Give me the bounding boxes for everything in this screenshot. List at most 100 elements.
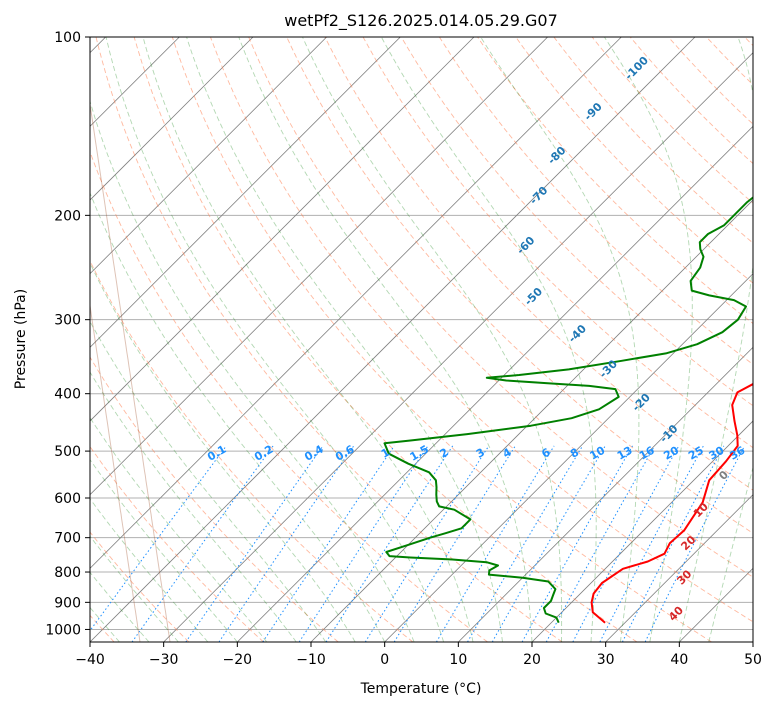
isotherm-30: [605, 494, 753, 642]
y-tick-label: 500: [54, 444, 81, 460]
isotherm--60: [90, 37, 548, 496]
mixing-ratio-line: [621, 445, 725, 642]
moist-adiabat-label: -20: [630, 391, 653, 414]
x-tick-label: −20: [223, 652, 253, 668]
dry-adiabat-50: [210, 37, 753, 623]
mixing-ratio-line: [364, 445, 490, 642]
isotherm--90: [90, 37, 327, 275]
dry-adiabat-100: [400, 37, 753, 407]
moist-adiabat-16: [186, 37, 503, 642]
dry-adiabat--30: [90, 531, 190, 642]
dry-adiabat-120: [477, 37, 753, 325]
mixing-ratio-label: 10: [587, 444, 607, 463]
moist-adiabat-label: -60: [514, 234, 537, 257]
moist-adiabat-0: [90, 191, 386, 642]
x-tick-label: 50: [744, 652, 762, 668]
moist-adiabat--16: [90, 416, 268, 642]
y-tick-label: 600: [54, 491, 81, 507]
mixing-ratio-label: 1.5: [408, 443, 431, 464]
mixing-ratio-line: [185, 445, 324, 642]
moist-adiabat-8: [105, 37, 445, 642]
dry-adiabat--10: [90, 356, 339, 642]
moist-adiabat--20: [90, 458, 238, 642]
moist-adiabat-32: [480, 37, 640, 642]
x-tick-label: 20: [523, 652, 541, 668]
x-axis-label: Temperature (°C): [360, 681, 482, 697]
moist-adiabat-label: -70: [527, 184, 550, 207]
isotherm--70: [90, 37, 475, 422]
isotherm--40: [90, 37, 696, 642]
y-tick-label: 400: [54, 387, 81, 403]
moist-adiabat-label: -100: [622, 54, 651, 83]
dewpoint-line: [383, 196, 753, 624]
moist-adiabat-20: [238, 37, 533, 642]
moist-adiabat-40: [678, 37, 753, 642]
dry-adiabat-130: [515, 37, 753, 284]
temperature-line: [590, 382, 753, 624]
x-tick-label: −30: [149, 652, 179, 668]
dry-adiabat-180: [706, 37, 753, 86]
dry-adiabat-60: [248, 37, 753, 578]
dry-adiabat-160: [629, 37, 753, 165]
isotherm-50: [752, 641, 753, 642]
isotherm--30: [163, 52, 753, 642]
isotherm--100: [90, 37, 254, 201]
y-tick-label: 100: [54, 30, 81, 46]
mixing-ratio-line: [521, 445, 633, 642]
mixing-ratio-label: 0.1: [205, 443, 228, 464]
reference-curve: [90, 302, 141, 642]
y-tick-label: 900: [54, 595, 81, 611]
y-tick-label: 200: [54, 208, 81, 224]
moist-adiabat-label: -50: [522, 285, 545, 308]
moist-adiabat-label: -80: [545, 144, 568, 167]
moist-adiabat--8: [90, 320, 327, 642]
x-tick-label: −40: [75, 652, 105, 668]
mixing-ratio-label: 20: [661, 444, 681, 463]
dry-adiabat-label: 40: [666, 604, 686, 624]
dry-adiabat-140: [553, 37, 753, 244]
mixing-ratio-line: [218, 445, 355, 642]
x-tick-label: 10: [449, 652, 467, 668]
x-tick-label: 40: [670, 652, 688, 668]
isotherm-40: [679, 567, 753, 642]
mixing-ratio-line: [435, 445, 555, 642]
y-tick-label: 800: [54, 565, 81, 581]
dry-adiabat-label: 20: [678, 533, 698, 553]
mixing-ratio-line: [131, 445, 274, 642]
dry-adiabat-110: [439, 37, 753, 365]
mixing-ratio-label: 0.6: [333, 442, 357, 463]
isotherm-10: [458, 346, 753, 642]
mixing-ratio-line: [572, 445, 680, 642]
moist-adiabat-label: -10: [657, 422, 680, 445]
mixing-ratio-label: 36: [727, 444, 747, 463]
dry-adiabat-80: [324, 37, 753, 491]
y-tick-label: 1000: [45, 622, 81, 638]
dry-adiabat-40: [171, 37, 712, 642]
dry-adiabat-0: [90, 259, 414, 642]
moist-adiabat-4: [90, 99, 415, 642]
moist-adiabat--24: [90, 498, 209, 642]
y-tick-label: 700: [54, 531, 81, 547]
mixing-ratio-line: [325, 445, 454, 642]
chart-title: wetPf2_S126.2025.014.05.29.G07: [284, 11, 558, 31]
moist-adiabat--4: [90, 262, 356, 642]
y-axis-label: Pressure (hPa): [13, 289, 29, 389]
x-tick-label: 30: [597, 652, 615, 668]
series-layer: [383, 196, 753, 624]
dry-adiabat-150: [591, 37, 753, 204]
reference-curve: [90, 101, 171, 642]
dry-adiabat-30: [133, 37, 638, 642]
moist-adiabat-36: [603, 37, 693, 642]
mixing-ratio-line: [298, 445, 429, 642]
x-tick-label: −10: [296, 652, 326, 668]
mixing-ratio-label: 2: [438, 446, 451, 461]
moist-adiabat--12: [90, 371, 297, 642]
moist-adiabat-12: [142, 37, 474, 642]
isotherm--20: [237, 125, 753, 642]
y-axis-ticks: 100 200 300 400 500 600 700 800 900 1000: [45, 30, 90, 638]
dry-adiabat-label: 0: [716, 468, 731, 483]
dry-adiabat-190: [744, 37, 753, 47]
background-lines: [90, 37, 753, 642]
mixing-ratio-line: [393, 445, 516, 642]
